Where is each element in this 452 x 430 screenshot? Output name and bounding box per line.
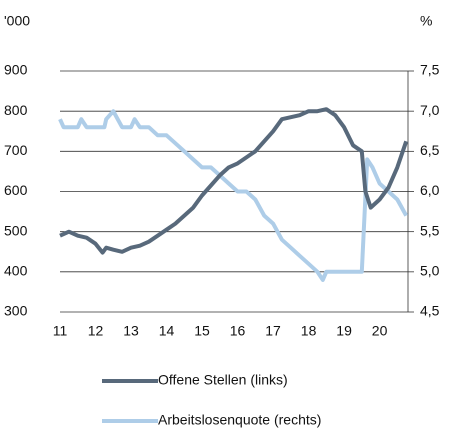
series-line [59,107,409,255]
y-tick-label: 600 [4,182,28,198]
y2-tick-label: 6,5 [420,142,440,158]
y2-tick-label: 7,5 [420,62,440,78]
legend-label: Offene Stellen (links) [158,372,288,388]
x-tick-label: 20 [372,323,388,339]
x-tick-label: 18 [301,323,317,339]
y-tick-label: 700 [4,142,28,158]
y2-tick-label: 6,0 [420,182,440,198]
y2-unit: % [420,13,432,29]
y-tick-label: 300 [4,303,28,319]
x-tick-label: 14 [159,323,175,339]
y2-tick-label: 7,0 [420,102,440,118]
y-tick-label: 500 [4,222,28,238]
x-tick-label: 11 [53,323,68,339]
series-line [58,109,408,282]
x-tick-label: 15 [194,323,210,339]
y-tick-label: 400 [4,263,28,279]
y2-tick-label: 4,5 [420,303,440,319]
y-tick-label: 800 [4,102,28,118]
x-tick-label: 19 [336,323,352,339]
y-tick-label: 900 [4,62,28,78]
x-tick-label: 16 [230,323,246,339]
y-unit: '000 [4,13,30,29]
x-tick-label: 13 [123,323,139,339]
y2-tick-label: 5,0 [420,263,440,279]
x-tick-label: 17 [265,323,281,339]
x-tick-label: 12 [88,323,104,339]
y2-tick-label: 5,5 [420,222,440,238]
legend-label: Arbeitslosenquote (rechts) [158,412,321,428]
